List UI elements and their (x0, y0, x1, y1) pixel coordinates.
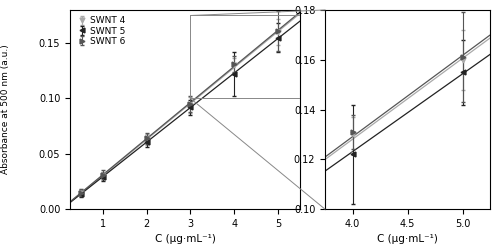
X-axis label: C (μg·mL⁻¹): C (μg·mL⁻¹) (377, 235, 438, 245)
Bar (190, 15, 300, 99)
X-axis label: C (μg·mL⁻¹): C (μg·mL⁻¹) (154, 235, 216, 245)
Legend: SWNT 4, SWNT 5, SWNT 6: SWNT 4, SWNT 5, SWNT 6 (74, 14, 127, 48)
Y-axis label: Absorbance at 500 nm (a.u.): Absorbance at 500 nm (a.u.) (1, 45, 10, 175)
